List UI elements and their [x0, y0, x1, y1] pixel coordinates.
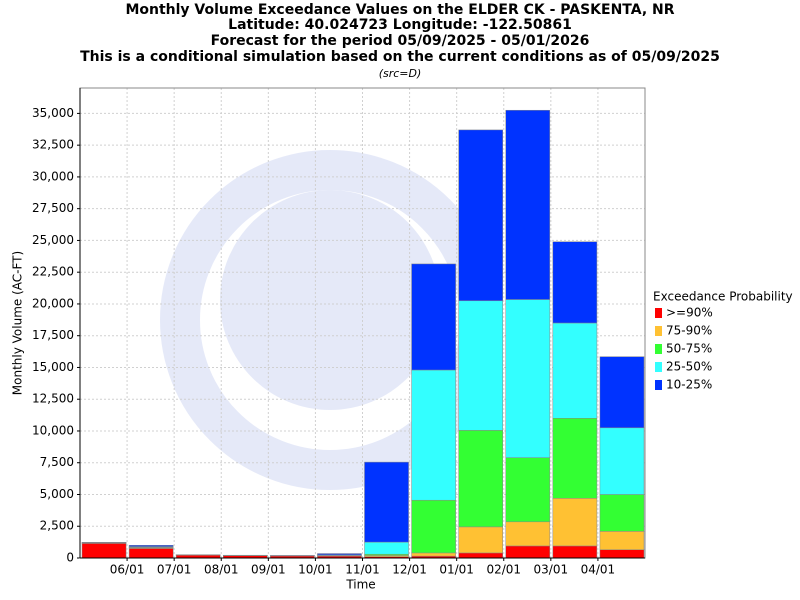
legend-swatch — [655, 326, 662, 336]
bar-segment — [505, 299, 551, 458]
bar-segment — [458, 526, 503, 554]
bar-segment — [552, 322, 598, 419]
bar-segment — [552, 498, 598, 547]
bar-segment — [458, 300, 503, 431]
bar-segment — [411, 499, 456, 554]
x-tick-label: 06/01 — [110, 563, 145, 577]
y-tick-label: 25,000 — [32, 233, 74, 247]
bar-segment — [599, 356, 645, 429]
bar-segment — [317, 553, 362, 556]
bar-segment — [364, 541, 409, 555]
x-tick-label: 12/01 — [392, 563, 427, 577]
y-tick-label: 20,000 — [32, 296, 74, 310]
y-tick-label: 5,000 — [40, 487, 74, 501]
bar-segment — [599, 531, 645, 550]
subtitle: Latitude: 40.024723 Longitude: -122.5086… — [228, 17, 572, 33]
bar-segment — [505, 109, 551, 300]
y-tick-label: 30,000 — [32, 169, 74, 183]
chart-title: Monthly Volume Exceedance Values on the … — [125, 2, 674, 18]
y-tick-label: 17,500 — [32, 328, 74, 342]
note: (src=D) — [379, 67, 422, 80]
bar-segment — [81, 543, 127, 559]
legend-label: >=90% — [666, 306, 713, 320]
y-tick-label: 15,000 — [32, 360, 74, 374]
bar-segment — [552, 241, 598, 324]
x-tick-label: 02/01 — [486, 563, 521, 577]
y-tick-label: 7,500 — [40, 455, 74, 469]
subtitle: This is a conditional simulation based o… — [80, 49, 720, 65]
x-axis-label: Time — [345, 578, 375, 592]
legend-label: 25-50% — [666, 360, 712, 374]
y-axis-label: Monthly Volume (AC-FT) — [11, 251, 25, 395]
y-tick-label: 0 — [66, 551, 74, 565]
x-tick-label: 07/01 — [157, 563, 192, 577]
bar-segment — [505, 521, 551, 547]
y-tick-label: 22,500 — [32, 265, 74, 279]
legend-swatch — [655, 344, 662, 354]
subtitle: Forecast for the period 05/09/2025 - 05/… — [211, 33, 590, 49]
legend-label: 50-75% — [666, 342, 712, 356]
x-tick-label: 09/01 — [251, 563, 286, 577]
bar-segment — [599, 549, 645, 559]
bar-segment — [505, 545, 551, 559]
x-tick-label: 03/01 — [534, 563, 569, 577]
bar-segment — [552, 545, 598, 559]
x-tick-label: 04/01 — [581, 563, 616, 577]
y-tick-label: 32,500 — [32, 138, 74, 152]
legend-swatch — [655, 380, 662, 390]
legend-swatch — [655, 308, 662, 318]
x-tick-label: 01/01 — [439, 563, 474, 577]
y-tick-label: 35,000 — [32, 106, 74, 120]
bar-segment — [505, 457, 551, 523]
y-tick-label: 10,000 — [32, 423, 74, 437]
y-tick-label: 27,500 — [32, 201, 74, 215]
bar-segment — [364, 461, 409, 543]
bar-segment — [128, 545, 174, 547]
bar-segment — [458, 552, 503, 559]
bar-segment — [552, 418, 598, 499]
legend-label: 75-90% — [666, 324, 712, 338]
bar-segment — [599, 427, 645, 495]
bar-segment — [411, 369, 456, 501]
x-tick-label: 11/01 — [345, 563, 380, 577]
bar-segment — [599, 494, 645, 532]
y-tick-label: 12,500 — [32, 392, 74, 406]
y-tick-label: 2,500 — [40, 519, 74, 533]
legend-label: 10-25% — [666, 378, 712, 392]
legend-title: Exceedance Probability — [653, 290, 793, 304]
bar-segment — [128, 548, 174, 559]
bar-segment — [458, 430, 503, 528]
legend-swatch — [655, 362, 662, 372]
bar-segment — [458, 129, 503, 302]
x-tick-label: 10/01 — [298, 563, 333, 577]
bar-segment — [411, 552, 456, 557]
x-tick-label: 08/01 — [204, 563, 239, 577]
bar-segment — [411, 263, 456, 371]
